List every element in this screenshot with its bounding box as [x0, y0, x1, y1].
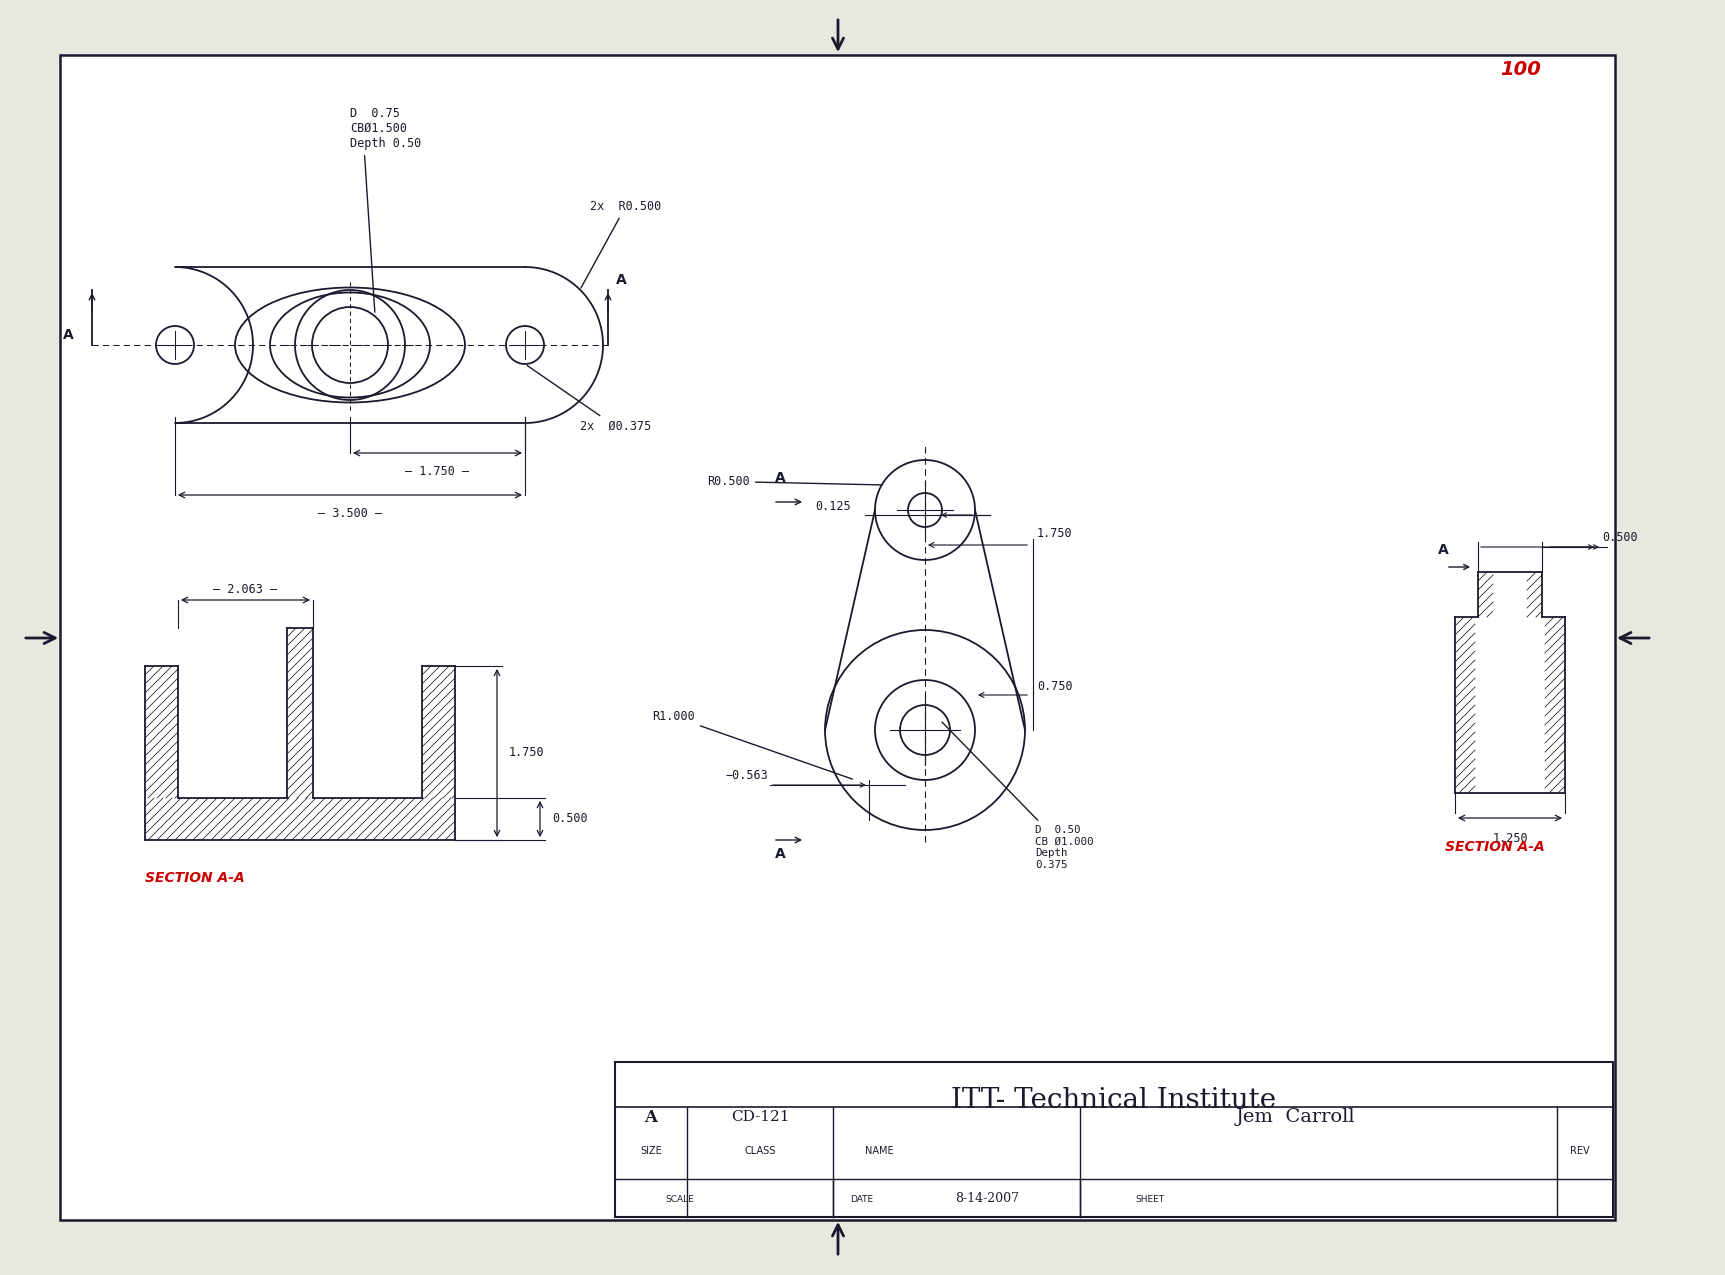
Bar [616, 1062, 1613, 1218]
Text: 1.750: 1.750 [1037, 527, 1073, 541]
Text: SECTION A-A: SECTION A-A [1446, 840, 1546, 854]
Text: SCALE: SCALE [666, 1195, 693, 1204]
Text: ITT- Technical Institute: ITT- Technical Institute [952, 1086, 1276, 1113]
Text: A: A [775, 470, 785, 484]
Text: NAME: NAME [864, 1146, 894, 1156]
Text: CLASS: CLASS [743, 1146, 776, 1156]
Text: — 3.500 —: — 3.500 — [317, 507, 381, 520]
Text: 100: 100 [1501, 60, 1540, 79]
Text: 1.250: 1.250 [1492, 833, 1528, 845]
Text: SHEET: SHEET [1135, 1195, 1164, 1204]
Text: A: A [775, 847, 785, 861]
Text: REV: REV [1570, 1146, 1590, 1156]
Bar [616, 1062, 1613, 1218]
Text: 8-14-2007: 8-14-2007 [956, 1192, 1019, 1205]
Text: 2x  Ø0.375: 2x Ø0.375 [528, 366, 652, 434]
Text: A: A [645, 1108, 657, 1126]
Text: 1.750: 1.750 [509, 746, 545, 760]
Text: 2x  R0.500: 2x R0.500 [581, 200, 661, 288]
Text: CD-121: CD-121 [731, 1111, 790, 1125]
Text: 0.500: 0.500 [552, 812, 588, 825]
Text: — 2.063 —: — 2.063 — [214, 583, 278, 595]
Text: R1.000: R1.000 [652, 710, 852, 779]
Text: 0.500: 0.500 [1603, 530, 1637, 544]
Text: DATE: DATE [850, 1195, 873, 1204]
Text: SECTION A-A: SECTION A-A [145, 871, 245, 885]
Text: A: A [616, 273, 626, 287]
Text: — 1.750 —: — 1.750 — [405, 465, 469, 478]
Text: −0.563: −0.563 [724, 769, 768, 782]
Text: A: A [64, 328, 74, 342]
Text: Jem  Carroll: Jem Carroll [1235, 1108, 1354, 1126]
Text: 0.750: 0.750 [1037, 680, 1073, 694]
Text: A: A [1437, 543, 1449, 557]
Text: D  0.50
CB Ø1.000
Depth
0.375: D 0.50 CB Ø1.000 Depth 0.375 [942, 722, 1094, 870]
Text: R0.500: R0.500 [707, 476, 881, 488]
Text: D  0.75
CBØ1.500
Depth 0.50: D 0.75 CBØ1.500 Depth 0.50 [350, 107, 421, 312]
Text: SIZE: SIZE [640, 1146, 662, 1156]
Text: 0.125: 0.125 [814, 500, 850, 513]
